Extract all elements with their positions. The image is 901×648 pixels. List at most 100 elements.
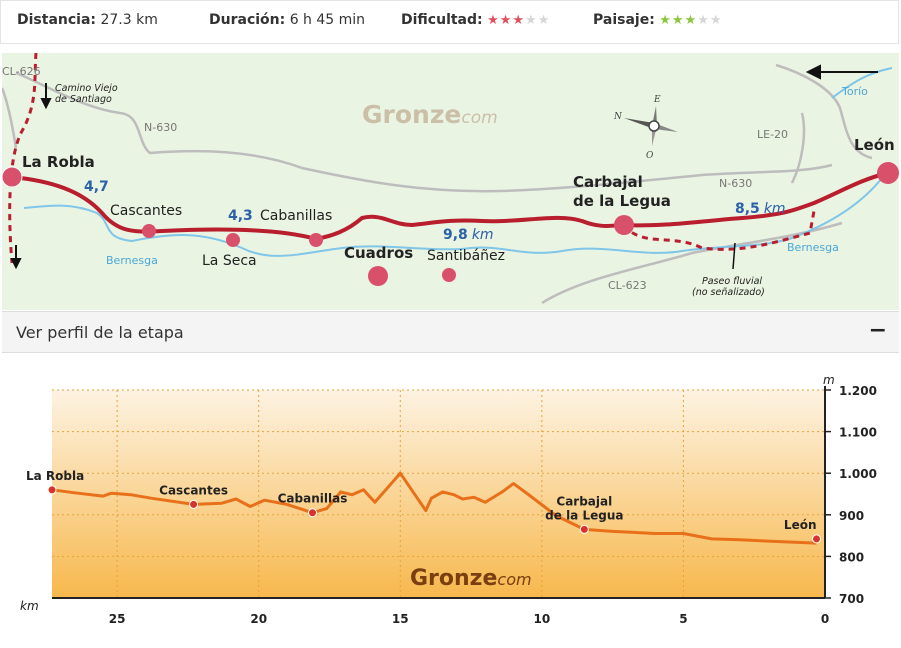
profile-point-label-2: de la Legua bbox=[545, 508, 623, 522]
town-label-la-robla: La Robla bbox=[22, 153, 95, 171]
scenery-stat: Paisaje: ★★★★★ bbox=[593, 12, 723, 28]
profile-panel-title: Ver perfil de la etapa bbox=[16, 323, 184, 342]
y-tick-label: 1.100 bbox=[839, 426, 877, 440]
note-camino-line-2: de Santiago bbox=[55, 94, 112, 105]
segment-distances: 4,7 4,3 9,8 km 8,5 km bbox=[84, 179, 786, 243]
scenery-stars-filled: ★★★ bbox=[659, 13, 698, 28]
map-notes: Camino Viejo de Santiago Paseo fluvial (… bbox=[55, 83, 765, 298]
svg-text:O: O bbox=[646, 151, 654, 161]
profile-point-label: Cabanillas bbox=[278, 492, 348, 506]
scenery-label: Paisaje: bbox=[593, 12, 655, 28]
river-label-bernesga-east: Bernesga bbox=[787, 241, 839, 254]
town-label-leon: León bbox=[854, 136, 895, 154]
south-arrow-head-icon bbox=[10, 258, 22, 270]
profile-panel-header[interactable]: Ver perfil de la etapa − bbox=[2, 311, 899, 353]
y-tick-label: 1.000 bbox=[839, 467, 877, 481]
river-label-bernesga-west: Bernesga bbox=[106, 254, 158, 267]
segment-distance-4: 8,5 bbox=[735, 201, 760, 217]
distance-value: 27.3 km bbox=[100, 12, 158, 28]
town-label-cuadros: Cuadros bbox=[344, 244, 413, 262]
profile-point-marker bbox=[307, 508, 317, 518]
town-marker-santibanez[interactable] bbox=[442, 268, 456, 282]
profile-point-marker bbox=[189, 499, 199, 509]
town-labels: La Robla Cascantes La Seca Cabanillas Cu… bbox=[22, 136, 895, 269]
river-torio bbox=[831, 67, 893, 99]
river-labels: Bernesga Bernesga Torío bbox=[106, 85, 868, 267]
profile-point-label: Cascantes bbox=[159, 483, 228, 497]
town-marker-cuadros[interactable] bbox=[368, 266, 388, 286]
camino-arrow-head-icon bbox=[40, 98, 52, 110]
segment-distance-1: 4,7 bbox=[84, 179, 109, 195]
profile-brand-main: Gronze bbox=[410, 566, 497, 591]
svg-text:E: E bbox=[653, 95, 661, 105]
town-marker-cabanillas[interactable] bbox=[309, 233, 323, 247]
river-bernesga bbox=[23, 177, 883, 257]
town-marker-la-seca[interactable] bbox=[226, 233, 240, 247]
x-tick-label: 0 bbox=[821, 612, 829, 626]
y-tick-label: 1.200 bbox=[839, 384, 877, 398]
difficulty-stars-filled: ★★★ bbox=[487, 13, 526, 28]
road-n630 bbox=[15, 71, 833, 193]
road-label-cl623: CL-623 bbox=[608, 279, 647, 292]
svg-text:8,5km: 8,5 km bbox=[735, 201, 786, 217]
map-brand-main: Gronze bbox=[362, 100, 461, 129]
camino-viejo-path bbox=[8, 53, 38, 264]
duration-stat: Duración: 6 h 45 min bbox=[209, 12, 365, 28]
town-label-carbajal: Carbajal bbox=[573, 173, 643, 191]
town-label-cabanillas: Cabanillas bbox=[260, 208, 332, 224]
scenery-star-icons: ★★★★★ bbox=[659, 13, 722, 28]
profile-brand: Gronzecom bbox=[410, 566, 532, 591]
road-le20 bbox=[775, 63, 873, 160]
elevation-profile: La Robla Cascantes Cabanillas Carbajal de la… bbox=[0, 354, 901, 648]
road-branch bbox=[790, 112, 806, 184]
x-tick-label: 10 bbox=[533, 612, 550, 626]
duration-label: Duración: bbox=[209, 12, 286, 28]
elevation-line bbox=[51, 471, 817, 545]
grid-lines bbox=[52, 389, 825, 598]
y-axis-label: m bbox=[823, 373, 835, 387]
town-marker-carbajal[interactable] bbox=[614, 215, 634, 235]
road-label-le20: LE-20 bbox=[757, 128, 788, 141]
profile-point-label: La Robla bbox=[26, 469, 84, 483]
compass-rose-icon: N E O bbox=[613, 95, 678, 161]
profile-point-label: Carbajal bbox=[556, 494, 612, 508]
note-camino-line-1: Camino Viejo bbox=[55, 83, 118, 94]
profile-point-marker bbox=[47, 485, 57, 495]
difficulty-stat: Dificultad: ★★★★★ bbox=[401, 12, 550, 28]
town-marker-leon[interactable] bbox=[877, 162, 899, 184]
roads-layer bbox=[2, 63, 873, 305]
profile-point-marker bbox=[812, 534, 822, 544]
stage-map[interactable]: N E O Gronzecom CL-626 N-630 N-630 LE-20… bbox=[2, 53, 899, 310]
note-paseo-line-2: (no señalizado) bbox=[692, 287, 765, 298]
town-label-de-la-legua: de la Legua bbox=[573, 192, 671, 210]
collapse-button[interactable]: − bbox=[868, 318, 887, 343]
segment-distance-3: 9,8 bbox=[443, 227, 468, 243]
road-labels: CL-626 N-630 N-630 LE-20 CL-623 bbox=[2, 65, 788, 292]
road-label-n630-west: N-630 bbox=[144, 121, 177, 134]
town-label-santibanez: Santibáñez bbox=[427, 248, 505, 264]
town-markers bbox=[2, 162, 899, 286]
town-marker-la-robla[interactable] bbox=[2, 166, 23, 188]
river-label-torio: Torío bbox=[841, 85, 868, 98]
y-tick-label: 800 bbox=[839, 550, 864, 564]
paseo-pointer-icon bbox=[732, 242, 736, 270]
difficulty-label: Dificultad: bbox=[401, 12, 483, 28]
stage-stats-bar: Distancia: 27.3 km Duración: 6 h 45 min … bbox=[0, 0, 899, 44]
town-marker-cascantes[interactable] bbox=[142, 224, 156, 238]
x-tick-label: 5 bbox=[679, 612, 687, 626]
distance-label: Distancia: bbox=[17, 12, 97, 28]
segment-distance-2: 4,3 bbox=[228, 208, 253, 224]
road-cl623 bbox=[541, 221, 843, 305]
road-label-n630-east: N-630 bbox=[719, 177, 752, 190]
profile-axes: 700 800 900 1.000 1.100 1.200 25 20 15 10 5 0 km m bbox=[20, 373, 877, 626]
x-tick-label: 25 bbox=[109, 612, 126, 626]
duration-value: 6 h 45 min bbox=[289, 12, 366, 28]
scenery-stars-empty: ★★ bbox=[697, 13, 723, 28]
town-label-la-seca: La Seca bbox=[202, 253, 257, 269]
segment-distance-4-unit: km bbox=[764, 201, 786, 217]
segment-distance-3-unit: km bbox=[472, 227, 494, 243]
direction-arrows bbox=[10, 64, 878, 270]
y-tick-label: 700 bbox=[839, 592, 864, 606]
map-brand-suffix: com bbox=[461, 108, 497, 128]
